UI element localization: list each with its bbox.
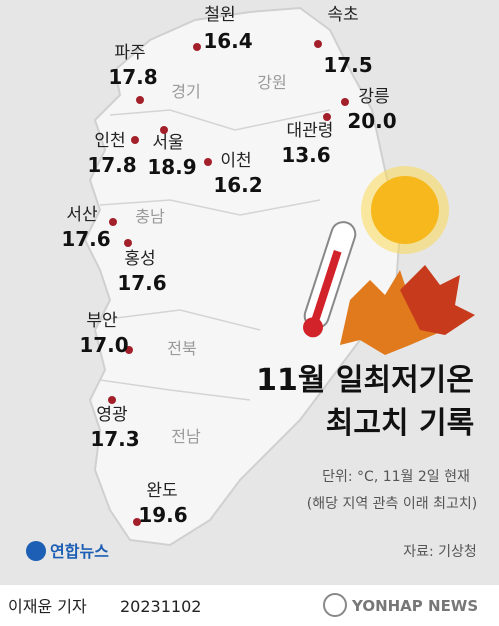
city-name: 서산 (66, 205, 98, 225)
city-value: 17.0 (79, 333, 128, 357)
city-value: 17.5 (323, 53, 372, 77)
agency-icon (323, 593, 347, 617)
unit-note: 단위: °C, 11월 2일 현재 (322, 469, 470, 485)
city-dot (124, 239, 132, 247)
region-label: 경기 (171, 82, 200, 101)
city-name: 속초 (327, 5, 358, 25)
record-note: (해당 지역 관측 이래 최고치) (307, 496, 477, 512)
title-line: 최고치 기록 (326, 406, 474, 441)
city-value: 18.9 (147, 155, 196, 179)
city-value: 13.6 (281, 143, 330, 167)
city-name: 완도 (146, 481, 177, 501)
city-dot (193, 43, 201, 51)
city-dot (204, 158, 212, 166)
reporter: 이재윤 기자 (8, 597, 87, 616)
city-dot (314, 40, 322, 48)
region-label: 전북 (167, 339, 196, 358)
city-dot (131, 136, 139, 144)
city-name: 영광 (96, 405, 127, 425)
city-value: 17.8 (87, 153, 136, 177)
city-value: 17.3 (90, 427, 139, 451)
city-name: 서울 (152, 133, 183, 153)
agency: YONHAP NEWS (351, 597, 478, 615)
city-value: 16.4 (203, 29, 252, 53)
source: 자료: 기상청 (403, 544, 477, 560)
city-name: 부안 (86, 311, 118, 331)
city-dot (133, 518, 141, 526)
region-label: 전남 (171, 427, 201, 446)
city-name: 파주 (114, 43, 145, 63)
city-name: 대관령 (287, 121, 334, 141)
city-dot (136, 96, 144, 104)
city-dot (108, 396, 116, 404)
city-name: 이천 (220, 151, 251, 171)
city-value: 17.8 (108, 65, 157, 89)
city-dot (323, 113, 331, 121)
city-name: 인천 (94, 131, 125, 151)
city-value: 17.6 (117, 271, 166, 295)
city-dot (160, 126, 168, 134)
city-dot (125, 346, 133, 354)
logo-icon (26, 541, 46, 561)
province-borders (99, 109, 331, 401)
map-korea (83, 6, 402, 547)
maple-leaves (340, 265, 475, 355)
city-dot (109, 218, 117, 226)
city-dot (341, 98, 349, 106)
logo: 연합뉴스 (50, 542, 109, 561)
city-name: 철원 (204, 5, 235, 25)
city-value: 20.0 (347, 109, 396, 133)
city-value: 16.2 (213, 173, 262, 197)
sun (361, 166, 449, 254)
date: 20231102 (120, 597, 201, 616)
title-line: 11월 일최저기온 (256, 363, 474, 398)
region-label: 충남 (135, 207, 165, 226)
city-value: 17.6 (61, 227, 110, 251)
city-value: 19.6 (138, 503, 187, 527)
city-name: 강릉 (358, 87, 389, 107)
region-label: 강원 (257, 73, 286, 92)
thermometer (303, 221, 357, 338)
city-name: 홍성 (124, 249, 155, 269)
